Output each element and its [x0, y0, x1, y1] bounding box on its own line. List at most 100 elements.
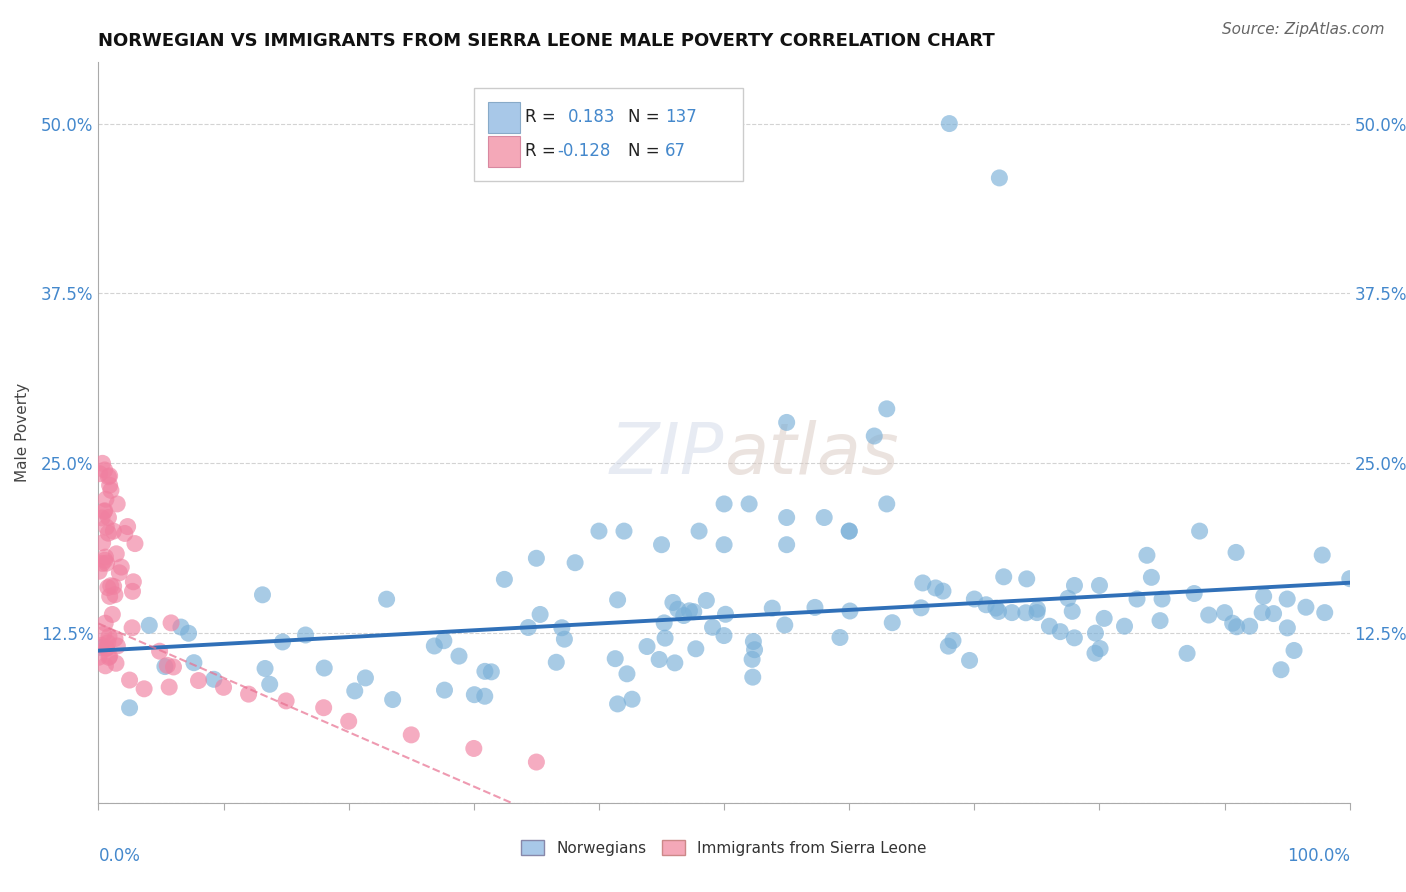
FancyBboxPatch shape [488, 102, 520, 133]
Point [838, 524, 860, 538]
Point [1126, 592, 1149, 607]
Point [714, 607, 737, 622]
Point [98, 478, 121, 492]
Point [924, 581, 946, 595]
Point [90, 638, 112, 652]
Point [375, 592, 398, 607]
Point [664, 656, 686, 670]
Point [91, 557, 114, 571]
Point [1198, 608, 1220, 623]
Point [606, 592, 628, 607]
Text: N =: N = [627, 108, 659, 127]
Point [688, 524, 710, 538]
Point [1239, 619, 1261, 633]
Legend: Norwegians, Immigrants from Sierra Leone: Norwegians, Immigrants from Sierra Leone [516, 834, 932, 862]
Point [202, 673, 225, 687]
Point [104, 632, 127, 646]
Point [104, 588, 127, 602]
Point [993, 570, 1015, 584]
Point [938, 117, 960, 131]
Point [1270, 663, 1292, 677]
Point [1088, 578, 1111, 592]
Point [252, 588, 274, 602]
Point [876, 401, 898, 416]
Point [524, 755, 547, 769]
Y-axis label: Male Poverty: Male Poverty [15, 383, 30, 483]
Point [713, 497, 735, 511]
Point [96, 641, 118, 656]
Text: R =: R = [524, 108, 555, 127]
Point [1084, 646, 1107, 660]
Point [94, 658, 117, 673]
Point [433, 683, 456, 698]
Point [103, 524, 125, 538]
Point [838, 604, 860, 618]
Point [1038, 619, 1060, 633]
Point [96, 520, 118, 534]
Point [613, 524, 636, 538]
Point [138, 618, 160, 632]
Point [773, 618, 796, 632]
Point [1140, 570, 1163, 584]
Point [474, 665, 496, 679]
Point [294, 628, 316, 642]
Text: -0.128: -0.128 [558, 143, 612, 161]
Point [89, 467, 111, 481]
Point [105, 639, 128, 653]
Text: 0.183: 0.183 [568, 108, 616, 127]
Point [98, 649, 121, 664]
Point [1084, 626, 1107, 640]
Point [105, 547, 128, 561]
Text: ZIP: ZIP [610, 420, 724, 490]
Point [702, 620, 724, 634]
Point [89, 640, 111, 655]
Point [1114, 619, 1136, 633]
Point [93, 463, 115, 477]
Point [1063, 578, 1085, 592]
Point [1226, 620, 1249, 634]
Point [524, 551, 547, 566]
Point [1310, 548, 1333, 562]
Point [238, 687, 260, 701]
Point [1092, 611, 1115, 625]
Point [110, 560, 132, 574]
Point [97, 636, 120, 650]
Point [1049, 624, 1071, 639]
Point [337, 714, 360, 729]
Point [463, 741, 485, 756]
Point [1057, 591, 1080, 606]
Text: 67: 67 [665, 143, 686, 161]
Point [1225, 545, 1247, 559]
Point [100, 579, 122, 593]
Point [672, 608, 695, 623]
Point [433, 633, 456, 648]
Point [1295, 600, 1317, 615]
Point [156, 658, 179, 673]
Point [114, 526, 136, 541]
Point [776, 510, 799, 524]
Point [1263, 607, 1285, 621]
Point [343, 684, 366, 698]
Point [863, 429, 886, 443]
Point [354, 671, 377, 685]
Point [713, 538, 735, 552]
Point [94, 616, 117, 631]
Point [149, 644, 172, 658]
Point [401, 728, 423, 742]
Point [187, 673, 209, 688]
Point [97, 510, 120, 524]
Point [695, 593, 717, 607]
Text: 137: 137 [665, 108, 697, 127]
Text: R =: R = [524, 143, 555, 161]
Point [494, 573, 516, 587]
Point [988, 170, 1011, 185]
Point [813, 510, 835, 524]
Point [212, 681, 235, 695]
Point [776, 416, 799, 430]
Point [942, 633, 965, 648]
Point [1313, 606, 1336, 620]
Point [117, 519, 139, 533]
Point [1339, 572, 1361, 586]
Point [124, 536, 146, 550]
Point [96, 641, 118, 656]
